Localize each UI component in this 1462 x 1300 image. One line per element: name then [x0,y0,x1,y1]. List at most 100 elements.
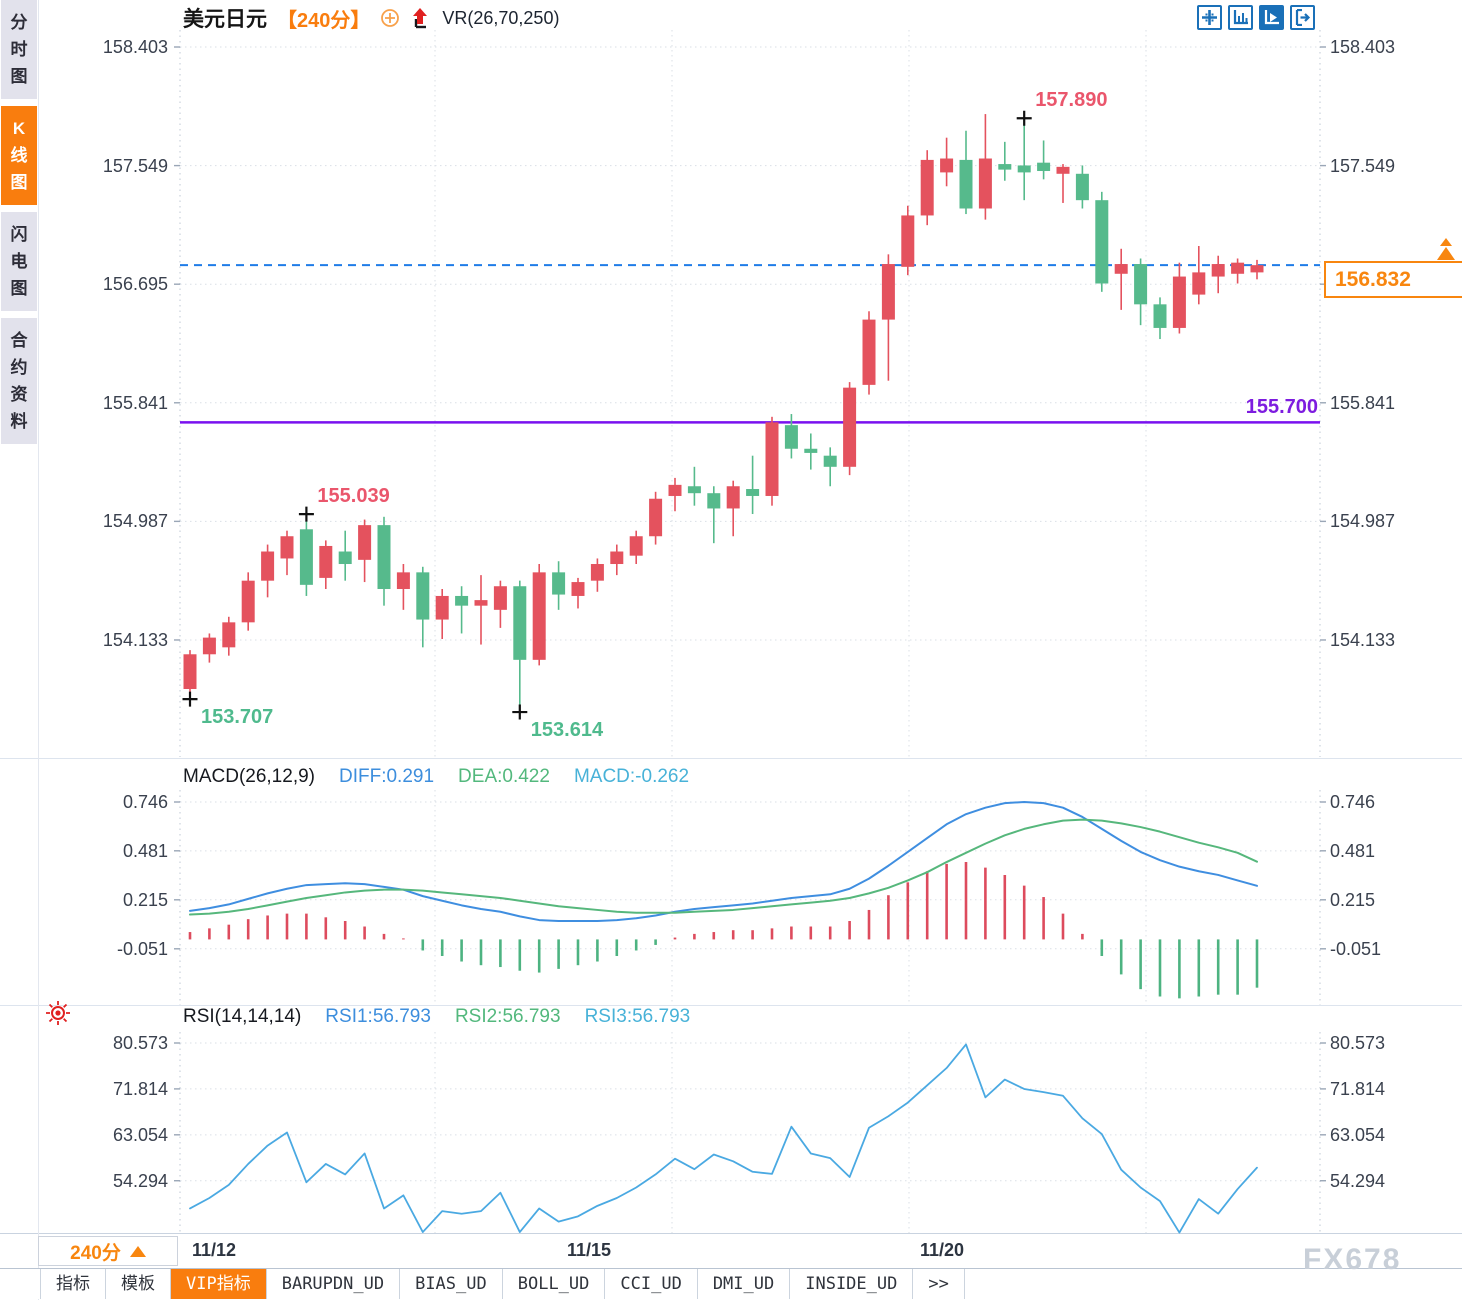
macd-macd-value: MACD:-0.262 [573,766,690,787]
sidebar-item-tab[interactable]: 分时图 [1,0,37,99]
candle-body [241,580,255,623]
macd-dea-line [189,818,1258,916]
candle-body [319,545,333,578]
candle-body [532,572,546,660]
candle-body [416,572,430,620]
last-price-tag: 156.832 [1324,261,1462,298]
candle-body [920,159,934,216]
candle-body [881,264,895,320]
candle-body [1056,166,1070,174]
rsi-header: RSI(14,14,14) RSI1:56.793 RSI2:56.793 RS… [183,1006,690,1028]
axis-play-icon[interactable] [1259,5,1284,30]
candle-body [590,564,604,581]
indicator-tab[interactable]: VIP指标 [171,1269,267,1299]
indicator-tab[interactable]: BARUPDN_UD [267,1269,401,1299]
extreme-cross-marker [182,691,198,707]
candle-body [1017,165,1031,173]
candle-body [998,164,1012,170]
chart-titlebar: 美元日元 【240分】 VR(26,70,250) [183,3,559,33]
rsi2-value: RSI2:56.793 [454,1006,561,1027]
chart-toolbar [1197,5,1315,30]
period-selector-button[interactable]: 240分 [38,1236,178,1266]
indicator-tab[interactable]: BOLL_UD [503,1269,606,1299]
indicator-tab[interactable]: >> [913,1269,965,1299]
last-price-value: 156.832 [1335,267,1411,291]
candle-body [493,586,507,610]
candle-body [940,158,954,173]
extreme-cross-marker [298,506,314,522]
candle-body [862,319,876,385]
indicator-tab[interactable]: 模板 [106,1269,171,1299]
indicator-tab[interactable]: CCI_UD [605,1269,698,1299]
axis-bars-icon[interactable] [1228,5,1253,30]
candle-body [629,536,643,556]
candle-body [396,572,410,590]
candle-body [707,493,721,509]
candle-body [1114,264,1128,274]
circle-plus-icon[interactable] [380,8,400,28]
symbol-title: 美元日元 [183,8,267,31]
candle-body [1095,200,1109,284]
candle-body [435,595,449,620]
indicator-tabbar: 指标 模板 VIP指标 BARUPDN_UD BIAS_UD BOLL_UD CCI_UD D… [0,1268,1462,1299]
candle-body [1075,173,1089,201]
candle-body [1153,304,1167,328]
candle-body [726,486,740,509]
candle-body [455,595,469,606]
candle-body [668,484,682,496]
candle-body [1250,265,1264,273]
candle-body [1192,272,1206,295]
candle-body [901,215,915,267]
period-label[interactable]: 【240分】 [277,9,371,32]
candle-body [358,525,372,560]
candle-body [610,551,624,565]
watermark: FX678 [1303,1243,1402,1276]
candle-body [649,498,663,537]
candle-body [474,600,488,606]
candle-body [338,551,352,565]
candle-body [1134,264,1148,305]
candle-body [513,586,527,660]
macd-diff-value: DIFF:0.291 [339,766,435,787]
exit-right-icon[interactable] [1290,5,1315,30]
candle-body [261,551,275,581]
price-up-arrow-icon [1437,238,1455,260]
extreme-cross-marker [1016,110,1032,126]
candle-body [571,582,585,596]
candle-body [280,536,294,559]
crosshair-icon[interactable] [1197,5,1222,30]
candle-body [377,525,391,590]
sidebar-divider [38,0,39,1300]
up-arrow-icon [413,8,428,29]
candle-body [1231,262,1245,274]
candle-body [1037,162,1051,172]
indicator-tab[interactable]: 指标 [40,1269,106,1299]
indicator-tab[interactable]: BIAS_UD [400,1269,503,1299]
candle-body [804,448,818,453]
rsi-indicator-name[interactable]: RSI(14,14,14) [183,1006,302,1027]
sidebar-item-tab[interactable]: 闪电图 [1,212,37,311]
indicator-tab[interactable]: DMI_UD [698,1269,791,1299]
macd-indicator-name[interactable]: MACD(26,12,9) [183,766,315,787]
candle-body [222,622,236,648]
sidebar-item-tab[interactable]: 合约资料 [1,318,37,444]
candle-body [183,654,197,689]
extreme-cross-marker [512,704,528,720]
candle-body [746,489,760,496]
candle-body [299,529,313,585]
indicator-tab[interactable]: INSIDE_UD [790,1269,914,1299]
candle-body [1211,264,1225,277]
indicator-settings-sun-icon[interactable] [44,999,72,1027]
rsi3-value: RSI3:56.793 [584,1006,691,1027]
candle-body [823,455,837,467]
candle-body [784,425,798,449]
macd-diff-line [189,801,1258,922]
rsi1-value: RSI1:56.793 [325,1006,431,1027]
macd-dea-value: DEA:0.422 [458,766,550,787]
candle-body [1172,276,1186,328]
candle-body [978,158,992,209]
period-selector-label: 240分 [70,1242,121,1264]
